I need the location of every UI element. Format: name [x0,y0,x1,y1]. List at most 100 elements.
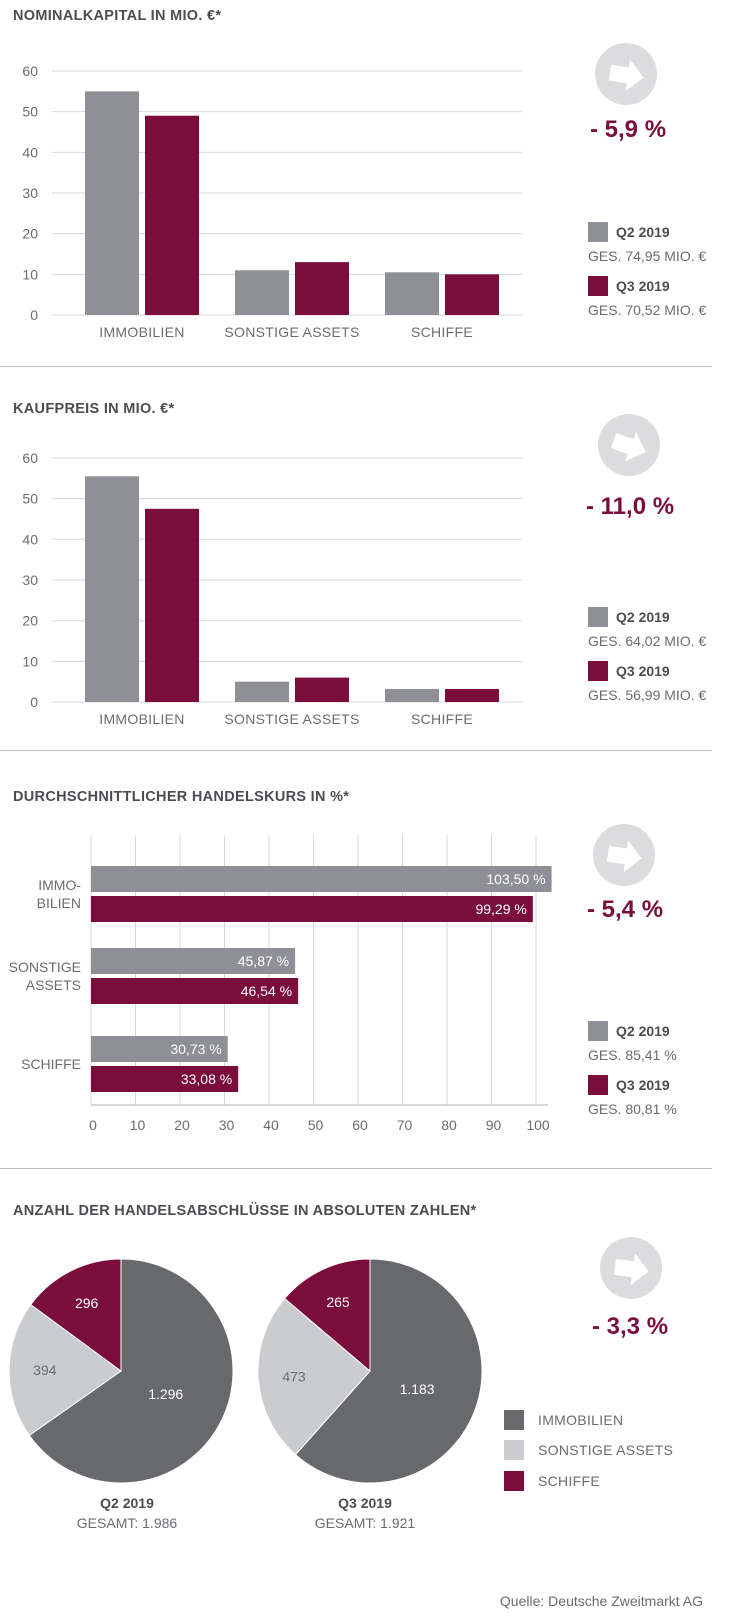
bar-q3 [145,508,199,702]
y-category-label: ASSETS [26,977,81,993]
y-tick-label: 50 [22,104,38,120]
nominalkapital-title: NOMINALKAPITAL IN MIO. €* [13,8,222,24]
bar-q2 [385,272,439,315]
divider [0,750,712,751]
bar-value-label: 46,54 % [241,983,292,999]
x-tick-label: 10 [130,1117,146,1133]
pie-value-label: 1.183 [400,1381,435,1397]
divider [0,366,712,367]
arrow-right-icon [593,824,655,886]
bar-q2 [235,681,289,702]
bar-q2 [235,270,289,315]
bar-value-label: 33,08 % [181,1071,232,1087]
q3-swatch [588,1075,608,1095]
legend-q3-name: Q3 2019 [616,663,670,679]
y-tick-label: 60 [22,450,38,466]
x-tick-label: 80 [441,1117,457,1133]
legend-q2-name: Q2 2019 [616,1023,670,1039]
x-category-label: IMMOBILIEN [99,324,184,340]
x-tick-label: 90 [486,1117,502,1133]
kaufpreis-legend: Q2 2019 GES. 64,02 MIO. € Q3 2019 GES. 5… [588,607,706,703]
pie-slice-schiffe [30,1258,122,1372]
y-category-label: SONSTIGE [9,959,81,975]
legend-q2-total: GES. 64,02 MIO. € [588,633,707,649]
x-tick-label: 100 [526,1117,550,1133]
arrow-right-icon [595,43,657,105]
bar-q2 [85,476,139,702]
x-tick-label: 20 [174,1117,190,1133]
pie-q2-total: GESAMT: 1.986 [76,1515,178,1531]
y-category-label: IMMO- [38,877,81,893]
bar-q3 [445,688,499,702]
pie-q3-name: Q3 2019 [338,1495,392,1511]
handelskurs-chart: 0 10 20 30 40 50 60 70 80 90 100 103,50 % 99,29 % IMM… [9,835,552,1133]
legend-sonstige: SONSTIGE ASSETS [504,1440,673,1460]
pie-slice-sonstige [8,1303,122,1437]
bar-q3 [295,262,349,315]
bar-value-label: 45,87 % [238,953,289,969]
legend-q3-total: GES. 70,52 MIO. € [588,302,707,318]
y-tick-label: 10 [22,653,38,669]
pie-q3-caption: Q3 2019 GESAMT: 1.921 [265,1495,465,1531]
x-tick-label: 50 [308,1117,324,1133]
y-tick-label: 40 [22,531,38,547]
bar-value-label: 103,50 % [486,871,545,887]
pie-slice-immobilien [28,1258,234,1484]
bar-q3 [91,1066,239,1092]
y-tick-label: 20 [22,226,38,242]
x-tick-label: 60 [352,1117,368,1133]
pie-value-label: 265 [326,1294,350,1310]
x-category-label: SCHIFFE [411,324,473,340]
x-category-label: SCHIFFE [411,711,473,727]
y-category-label: BILIEN [37,895,81,911]
bar-q3 [445,274,499,315]
x-category-label: IMMOBILIEN [99,711,184,727]
legend-q2-total: GES. 74,95 MIO. € [588,248,707,264]
bar-q3 [295,677,349,702]
legend-immobilien: IMMOBILIEN [504,1410,623,1430]
q2-swatch [588,1021,608,1041]
pie-value-label: 1.296 [148,1386,183,1402]
pie-value-label: 473 [282,1368,306,1384]
x-category-label: SONSTIGE ASSETS [224,711,359,727]
sonstige-swatch [504,1440,524,1460]
pie-q3-total: GESAMT: 1.921 [314,1515,416,1531]
bar-q3 [91,896,533,922]
arrow-right-icon [600,1237,662,1299]
y-tick-label: 40 [22,144,38,160]
legend-schiffe: SCHIFFE [504,1471,600,1491]
y-tick-label: 60 [22,63,38,79]
legend-q3-total: GES. 56,99 MIO. € [588,687,707,703]
immobilien-swatch [504,1410,524,1430]
source-note: Quelle: Deutsche Zweitmarkt AG [499,1593,703,1609]
handelsabschluesse-title: ANZAHL DER HANDELSABSCHLÜSSE IN ABSOLUTE… [13,1203,477,1219]
y-tick-label: 30 [22,572,38,588]
pie-value-label: 394 [33,1362,57,1378]
nominalkapital-change: - 5,9 % [590,116,667,143]
nominalkapital-legend: Q2 2019 GES. 74,95 MIO. € Q3 2019 GES. 7… [588,222,706,318]
kaufpreis-chart: 0 10 20 30 40 50 60 IMMOBILIEN SONSTIGE ASSETS SC… [22,450,522,727]
handelskurs-title: DURCHSCHNITTLICHER HANDELSKURS IN %* [13,789,350,805]
bar-q2 [385,688,439,702]
x-category-label: SONSTIGE ASSETS [224,324,359,340]
bar-q3 [91,978,299,1004]
y-tick-label: 0 [30,694,38,710]
q2-swatch [588,607,608,627]
x-tick-label: 30 [219,1117,235,1133]
bar-q2 [91,1036,228,1062]
nominalkapital-chart: 0 10 20 30 40 50 60 IMMOBILIEN SONSTIGE ASSETS SC… [22,63,522,340]
q3-swatch [588,661,608,681]
x-tick-label: 70 [397,1117,413,1133]
bar-value-label: 30,73 % [170,1041,221,1057]
q2-swatch [588,222,608,242]
bar-q2 [85,91,139,315]
y-tick-label: 10 [22,266,38,282]
handelskurs-legend: Q2 2019 GES. 85,41 % Q3 2019 GES. 80,81 … [588,1021,677,1117]
pie-q2-caption: Q2 2019 GESAMT: 1.986 [27,1495,227,1531]
bar-value-label: 99,29 % [475,901,526,917]
q3-swatch [588,276,608,296]
x-tick-label: 40 [263,1117,279,1133]
legend-q2-total: GES. 85,41 % [588,1047,677,1063]
y-tick-label: 0 [30,307,38,323]
bar-q3 [145,115,199,315]
